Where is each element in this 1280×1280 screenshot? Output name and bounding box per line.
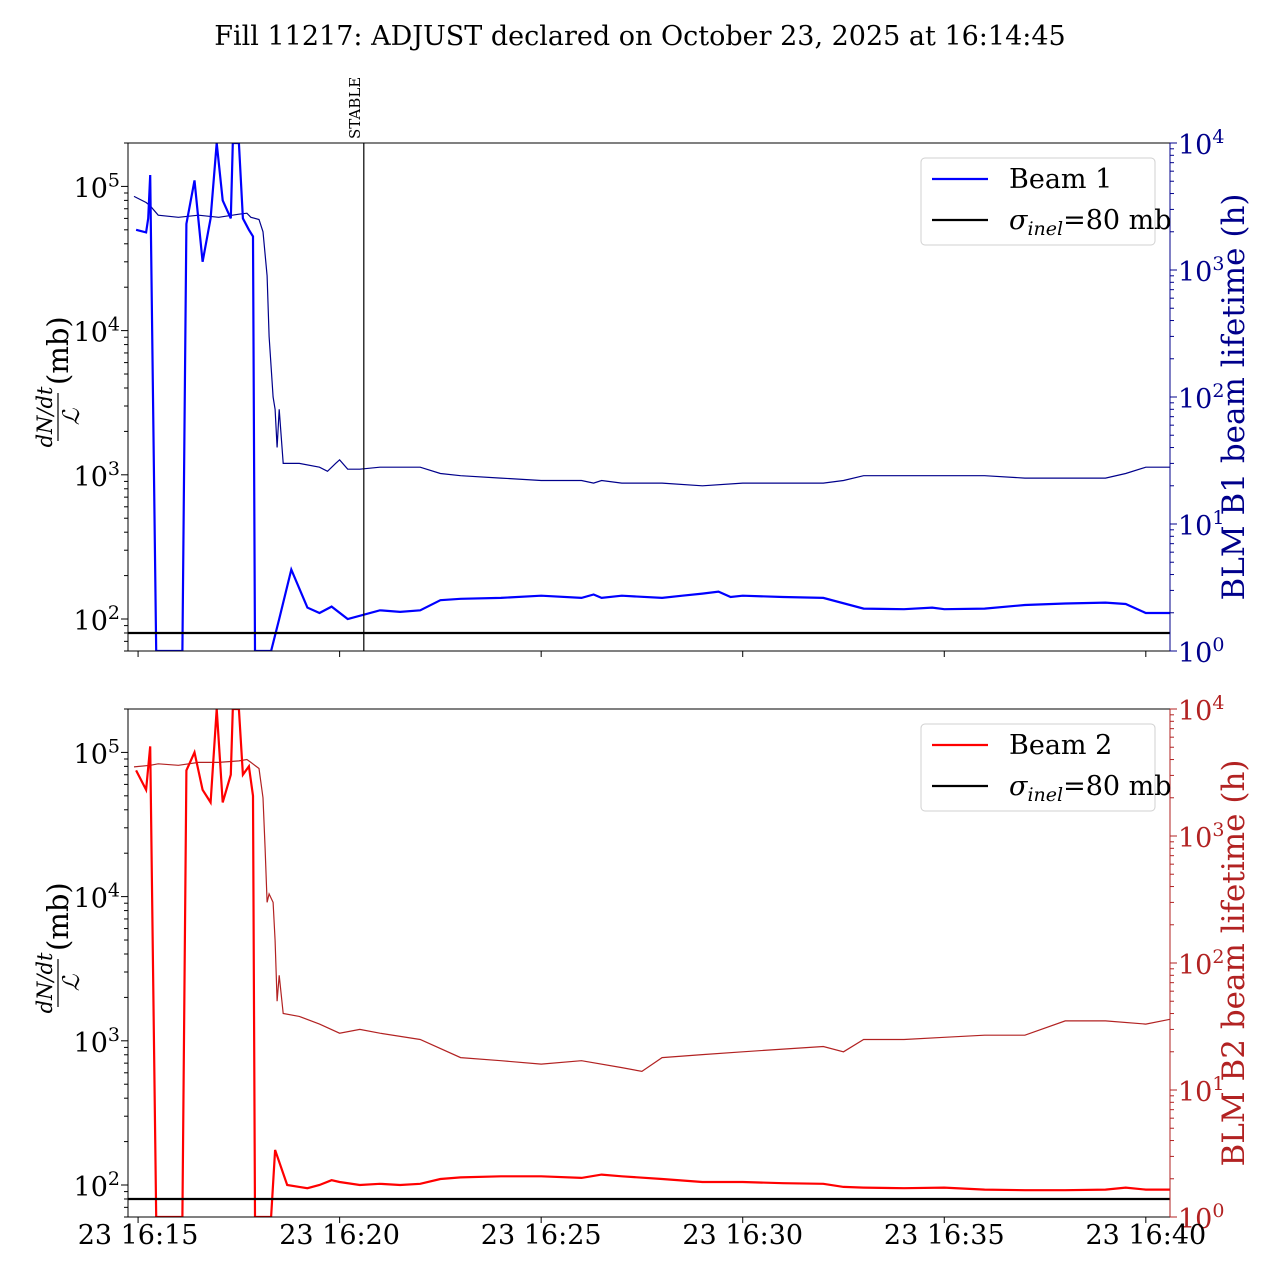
y-tick-label: 104 [74, 314, 120, 349]
y2-axis-label: BLM B1 beam lifetime (h) [1216, 193, 1252, 600]
stable-marker-label: STABLE [346, 77, 364, 139]
y-tick-label: 104 [74, 880, 120, 915]
y2-tick-label: 103 [1178, 819, 1224, 854]
legend: Beam 1 σinel=80 mb [920, 157, 1172, 246]
y-label-denominator: ℒ [59, 408, 85, 425]
y-label-denominator: ℒ [59, 974, 85, 991]
y-tick-label: 102 [74, 1168, 120, 1203]
bottom-panel: 102 103 104 105 100 101 102 103 104 23 16:15 23 16… [33, 692, 1252, 1251]
cross-section-series-line [135, 709, 1170, 1217]
y2-tick-label: 103 [1178, 253, 1224, 288]
y-axis-label: dN/dt ℒ (mb) [33, 882, 85, 1013]
y-label-numerator: dN/dt [33, 952, 57, 1013]
y-label-numerator: dN/dt [33, 386, 57, 447]
x-tick-label: 23 16:25 [481, 1220, 602, 1251]
x-tick-label: 23 16:30 [682, 1220, 803, 1251]
y2-tick-label: 104 [1178, 692, 1224, 727]
y2-tick-label: 102 [1178, 380, 1224, 415]
legend-label: σinel=80 mb [1009, 771, 1172, 806]
y2-tick-label: 102 [1178, 946, 1224, 981]
y-label-unit: (mb) [41, 882, 75, 951]
y-tick-label: 103 [74, 458, 120, 493]
y2-tick-label: 100 [1178, 1200, 1224, 1235]
lifetime-series-line [133, 195, 1170, 487]
legend-label: σinel=80 mb [1009, 205, 1172, 240]
y2-tick-label: 101 [1178, 507, 1224, 542]
chart-title: Fill 11217: ADJUST declared on October 2… [214, 21, 1065, 52]
y2-tick-label: 100 [1178, 634, 1224, 669]
y-tick-label: 105 [74, 169, 120, 204]
plot-area [128, 709, 1170, 1217]
x-tick-label: 23 16:40 [1085, 1220, 1206, 1251]
legend: Beam 2 σinel=80 mb [920, 723, 1172, 812]
legend-label: Beam 2 [1009, 730, 1112, 761]
top-panel: STABLE 102 103 104 105 100 101 102 103 104 dN/dt ℒ (… [33, 77, 1252, 669]
x-tick-label: 23 16:20 [279, 1220, 400, 1251]
y-axis-label: dN/dt ℒ (mb) [33, 316, 85, 447]
y2-tick-label: 104 [1178, 126, 1224, 161]
legend-label: Beam 1 [1009, 164, 1112, 195]
x-tick-label: 23 16:35 [884, 1220, 1005, 1251]
y2-tick-label: 101 [1178, 1073, 1224, 1108]
y2-axis-label: BLM B2 beam lifetime (h) [1216, 759, 1252, 1166]
lifetime-series-line [133, 758, 1170, 1073]
y-tick-label: 103 [74, 1024, 120, 1059]
x-tick-label: 23 16:15 [78, 1220, 199, 1251]
y-tick-label: 102 [74, 602, 120, 637]
y-tick-label: 105 [74, 735, 120, 770]
y-label-unit: (mb) [41, 316, 75, 385]
